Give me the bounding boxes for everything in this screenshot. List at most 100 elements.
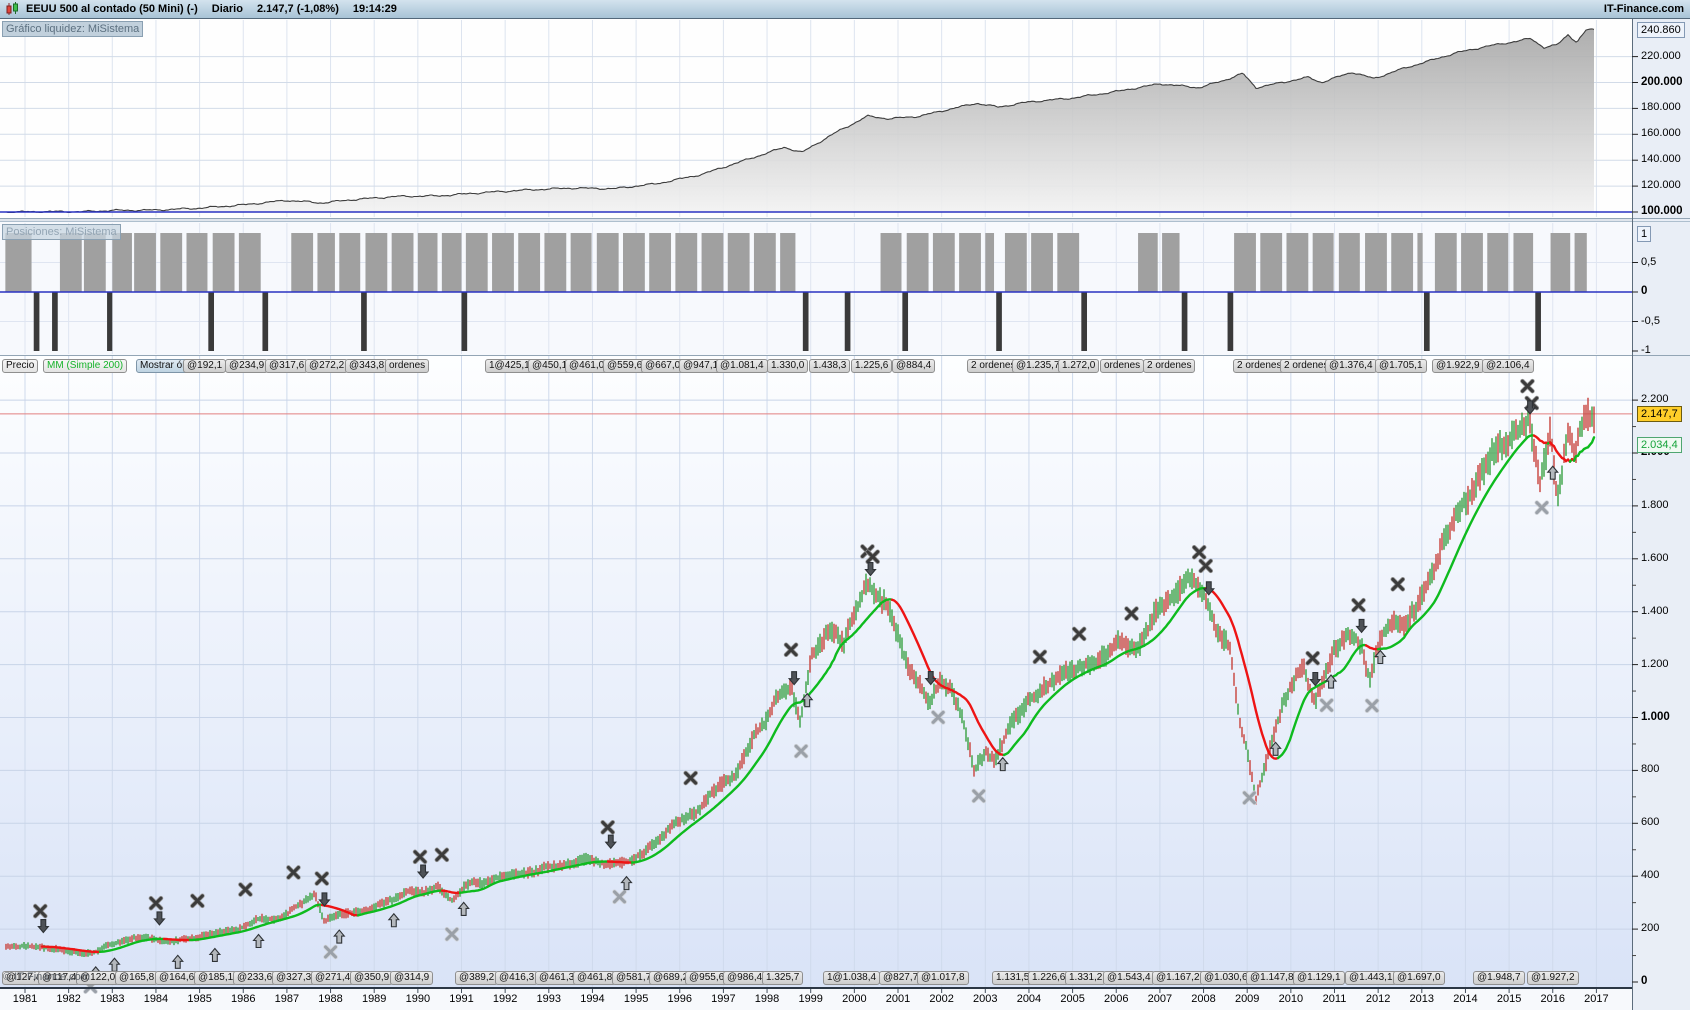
order-badge: @1.697,0 <box>1393 971 1445 985</box>
exit-short-x-marker <box>612 889 627 905</box>
exit-long-x-marker <box>1198 558 1214 574</box>
year-label: 2000 <box>842 993 867 1005</box>
year-label: 2002 <box>929 993 954 1005</box>
equity-scale-tick: 100.000 <box>1641 205 1683 217</box>
equity-scale-tick: 200.000 <box>1641 75 1683 88</box>
exit-long-x-marker <box>238 882 253 897</box>
year-label: 1982 <box>56 993 81 1005</box>
order-badge: @1.235,7 <box>1012 359 1064 373</box>
equity-scale-tick: 180.000 <box>1641 101 1681 114</box>
year-label: 1993 <box>536 993 562 1005</box>
order-badge: 1.325,7 <box>762 971 804 985</box>
year-label: 2016 <box>1540 993 1565 1005</box>
order-badge: @164,6 <box>155 971 199 985</box>
price-scale-tick: 2.200 <box>1641 393 1669 406</box>
exit-short-x-marker <box>1534 500 1550 515</box>
positions-scale-tick: -1 <box>1641 344 1651 356</box>
positions-panel-label[interactable]: Posiciones: MiSistema <box>2 224 121 240</box>
sell-arrow-marker <box>416 864 430 879</box>
order-badge: 1.225,6 <box>851 359 893 373</box>
equity-current-value: 240.860 <box>1637 21 1685 38</box>
order-badge: 1@1.038,4 <box>823 971 881 985</box>
year-label: 1994 <box>580 993 605 1005</box>
exit-long-x-marker <box>190 893 205 909</box>
equity-scale-tick: 140.000 <box>1641 153 1681 166</box>
positions-scale-tick: 0 <box>1641 285 1648 297</box>
exit-short-x-marker <box>323 944 338 960</box>
order-badge: @955,6 <box>685 971 729 985</box>
exit-short-x-marker <box>1364 698 1380 713</box>
order-badge: @827,7 <box>879 971 923 985</box>
order-badge: @1.081,4 <box>716 359 768 373</box>
order-badge: @1.927,2 <box>1527 971 1579 985</box>
equity-scale-tick: 120.000 <box>1641 179 1681 192</box>
equity-scale-tick: 220.000 <box>1641 49 1681 62</box>
sell-arrow-marker <box>1355 618 1368 634</box>
exit-long-x-marker <box>1305 650 1320 666</box>
price-scale-tick: 1.000 <box>1641 710 1670 723</box>
order-badge: @234,9 <box>225 359 269 373</box>
order-badge: @233,6 <box>233 971 277 985</box>
order-badge: @185,1 <box>194 971 238 985</box>
exit-long-x-marker <box>434 847 450 863</box>
year-label: 1986 <box>231 993 256 1005</box>
order-badge: @986,4 <box>723 971 767 985</box>
instrument-title: EEUU 500 al contado (50 Mini) (-) <box>26 3 198 15</box>
order-badge: @667,0 <box>641 359 685 373</box>
exit-long-x-marker <box>783 642 799 658</box>
order-badge: @559,6 <box>603 359 647 373</box>
exit-long-x-marker <box>286 865 301 880</box>
year-label: 2004 <box>1016 993 1042 1005</box>
year-label: 1996 <box>667 993 692 1005</box>
year-label: 1984 <box>143 993 169 1005</box>
year-label: 1985 <box>187 993 212 1005</box>
sell-arrow-marker <box>787 671 801 686</box>
year-label: 1991 <box>449 993 474 1005</box>
buy-arrow-marker <box>171 954 184 969</box>
order-badge: 2 ordenes <box>1233 359 1286 373</box>
order-badge: @2.106,4 <box>1482 359 1534 373</box>
exit-long-x-marker <box>1390 576 1406 592</box>
order-badge: @192,1 <box>183 359 227 373</box>
positions-scale-tick: -0,5 <box>1641 314 1660 327</box>
year-label: 2001 <box>885 993 911 1005</box>
exit-short-x-marker <box>971 788 987 804</box>
order-badge: @1.376,4 <box>1325 359 1377 373</box>
title-bar: EEUU 500 al contado (50 Mini) (-) Diario… <box>0 0 1690 19</box>
exit-long-x-marker <box>600 820 616 835</box>
price-button[interactable]: Precio <box>2 359 39 373</box>
year-label: 1989 <box>361 993 387 1005</box>
equity-panel-label[interactable]: Gráfico liquidez: MiSistema <box>2 21 144 37</box>
year-label: 1998 <box>754 993 780 1005</box>
year-label: 1997 <box>711 993 736 1005</box>
order-badge: @461,3 <box>535 971 579 985</box>
exit-long-x-marker <box>1032 649 1048 665</box>
exit-short-x-marker <box>930 710 946 725</box>
sell-arrow-marker <box>864 561 877 577</box>
price-scale-tick: 0 <box>1641 975 1648 987</box>
year-label: 1999 <box>798 993 823 1005</box>
candlestick-icon <box>6 2 18 15</box>
sell-arrow-marker <box>1202 581 1215 596</box>
sell-arrow-marker <box>318 892 331 907</box>
order-badge: ordenes <box>385 359 430 373</box>
year-label: 2017 <box>1584 993 1609 1005</box>
year-label: 1992 <box>492 993 518 1005</box>
ma-indicator-button[interactable]: MM (Simple 200) <box>43 359 128 373</box>
year-label: 1981 <box>12 993 38 1005</box>
exit-long-x-marker <box>314 871 330 886</box>
buy-arrow-marker <box>108 957 121 972</box>
year-label: 1990 <box>405 993 431 1005</box>
exit-long-x-marker <box>865 549 880 565</box>
order-badge: @1.443,1 <box>1345 971 1397 985</box>
exit-long-x-marker <box>412 849 428 865</box>
price-scale-tick: 1.200 <box>1641 657 1669 670</box>
watermark: © IT-Finance.com <box>3 971 90 983</box>
buy-arrow-marker <box>208 947 222 963</box>
buy-arrow-marker <box>1324 674 1338 689</box>
order-badge: @1.017,8 <box>917 971 969 985</box>
sell-arrow-marker <box>153 911 166 926</box>
buy-arrow-marker <box>333 929 346 944</box>
exit-long-x-marker <box>148 895 164 911</box>
